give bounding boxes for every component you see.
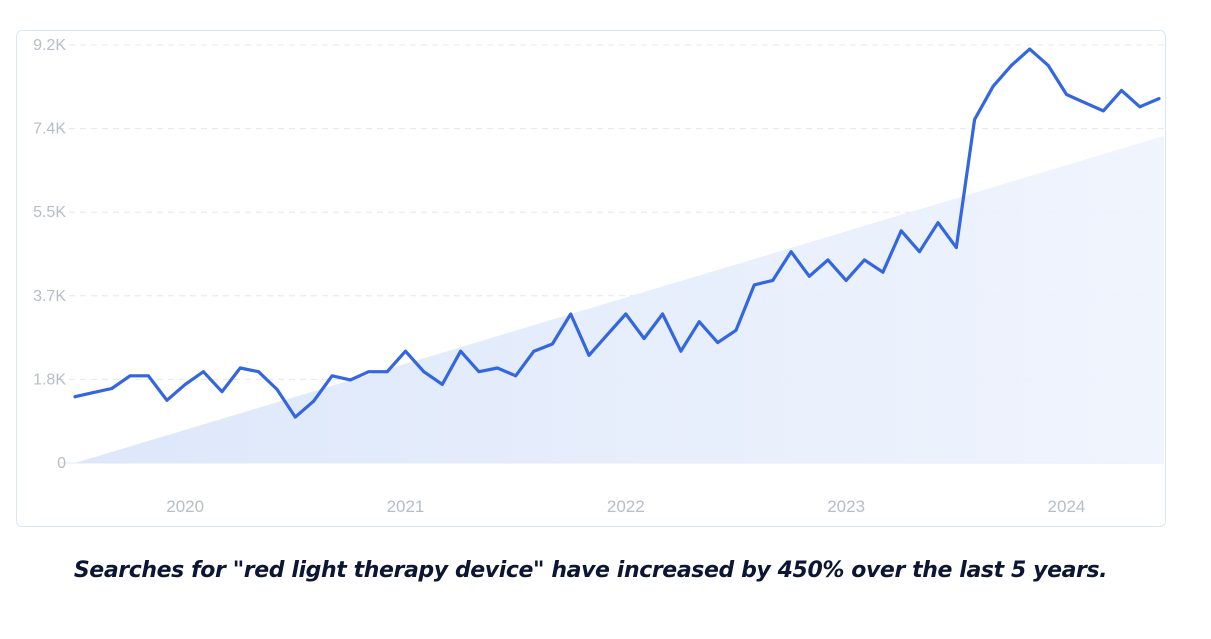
data-point (587, 353, 591, 357)
data-point (734, 328, 738, 332)
data-point (440, 383, 444, 386)
data-point (459, 349, 462, 353)
data-point (275, 388, 279, 391)
line-chart: 0 1.8K 3.7K 5.5K 7.4K 9.2K 2020 2021 2022 2023 20… (33, 37, 1164, 516)
data-point (91, 391, 95, 394)
data-point (330, 374, 334, 378)
data-point (1138, 105, 1142, 109)
x-tick-label: 2023 (827, 497, 865, 516)
y-tick-label: 5.5K (33, 204, 66, 221)
trend-area (75, 135, 1164, 463)
x-tick-label: 2022 (607, 497, 645, 516)
data-point (385, 370, 389, 374)
data-point (496, 366, 499, 370)
data-point (826, 258, 830, 262)
data-point (789, 250, 793, 254)
data-point (422, 370, 426, 374)
data-point (863, 258, 866, 262)
data-point (1065, 93, 1068, 96)
data-point (606, 333, 609, 336)
data-point (1157, 97, 1161, 100)
data-point (1010, 64, 1013, 67)
data-point (1028, 47, 1032, 51)
data-point (881, 270, 885, 274)
data-point (752, 283, 756, 287)
data-point (404, 349, 407, 353)
data-point (147, 374, 150, 378)
data-point (1046, 64, 1050, 67)
data-point (716, 341, 720, 344)
data-point (514, 374, 518, 378)
data-point (991, 84, 995, 88)
data-point (220, 390, 224, 394)
chart-caption: Searches for "red light therapy device" … (73, 558, 1108, 583)
data-point (128, 374, 132, 378)
data-point (973, 118, 976, 121)
data-point (807, 274, 811, 278)
data-point (918, 250, 921, 254)
data-point (1083, 101, 1087, 105)
data-point (551, 342, 554, 346)
y-tick-label: 1.8K (33, 371, 66, 388)
data-point (202, 370, 205, 374)
data-point (697, 320, 701, 324)
data-point (165, 398, 169, 402)
data-point (661, 312, 664, 316)
x-tick-label: 2021 (387, 497, 425, 516)
series-line (73, 47, 1161, 419)
data-point (1101, 109, 1105, 113)
data-point (110, 387, 114, 390)
data-point (532, 349, 536, 353)
data-point (569, 312, 573, 316)
data-point (183, 383, 187, 386)
data-point (477, 370, 481, 374)
data-point (642, 337, 646, 340)
data-point (367, 370, 371, 374)
x-tick-label: 2024 (1048, 497, 1086, 516)
data-point (844, 279, 848, 282)
data-point (954, 246, 958, 250)
data-point (312, 399, 315, 403)
data-point (936, 221, 940, 225)
data-point (257, 370, 260, 374)
data-point (349, 378, 352, 382)
data-point (1120, 89, 1123, 92)
data-point (679, 349, 683, 353)
data-point (899, 229, 903, 233)
x-tick-label: 2020 (166, 497, 204, 516)
data-point (293, 415, 297, 419)
data-point (73, 395, 77, 399)
data-point (238, 366, 242, 370)
y-tick-label: 3.7K (33, 288, 66, 305)
y-tick-label: 9.2K (33, 37, 66, 54)
data-point (624, 312, 628, 316)
y-tick-label: 7.4K (33, 121, 66, 138)
data-point (771, 279, 775, 282)
y-tick-label: 0 (57, 455, 66, 472)
